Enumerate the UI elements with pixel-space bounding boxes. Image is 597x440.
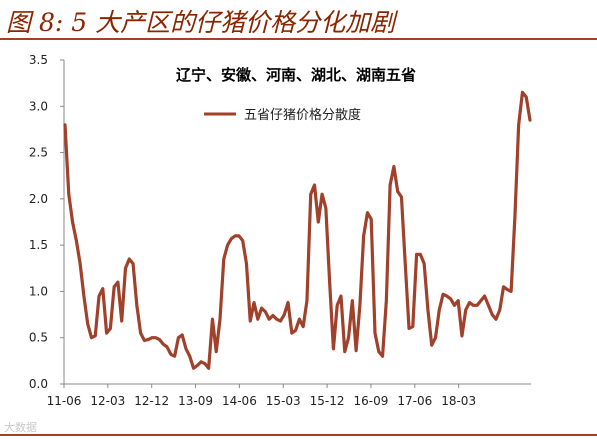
x-tick-label: 15-12 [310,394,345,408]
y-axis: 0.0 0.5 1.0 1.5 2.0 2.5 3.0 3.5 [29,53,65,391]
legend-label: 五省仔猪价格分散度 [244,107,361,123]
x-tick-label: 12-12 [134,394,169,408]
y-tick-label: 0.0 [29,377,48,391]
series-group [63,90,532,370]
y-tick-label: 3.5 [29,53,48,67]
y-tick-label: 3.0 [29,99,48,113]
series-line [63,90,532,370]
x-tick-label: 17-06 [397,394,432,408]
chart-title: 辽宁、安徽、河南、湖北、湖南五省 [176,66,416,84]
x-tick-label: 16-09 [354,394,389,408]
x-tick-label: 12-03 [90,394,125,408]
y-tick-label: 2.5 [29,146,48,160]
x-tick-label: 15-03 [266,394,301,408]
x-axis: 11-06 12-03 12-12 13-09 14-06 15-03 15-12 16-09… [47,383,531,408]
y-tick-label: 0.5 [29,331,48,345]
x-tick-label: 18-03 [441,394,476,408]
x-tick-label: 13-09 [178,394,213,408]
watermark: 大数据 [4,421,37,434]
x-tick-label: 14-06 [222,394,257,408]
y-tick-label: 2.0 [29,192,48,206]
figure-title: 图 8: 5 大产区的仔猪价格分化加剧 [6,8,396,37]
title-rule [0,38,597,40]
bottom-rule [0,434,597,436]
legend: 五省仔猪价格分散度 [204,107,361,123]
x-tick-label: 11-06 [47,394,82,408]
y-tick-label: 1.0 [29,284,48,298]
y-tick-label: 1.5 [29,238,48,252]
